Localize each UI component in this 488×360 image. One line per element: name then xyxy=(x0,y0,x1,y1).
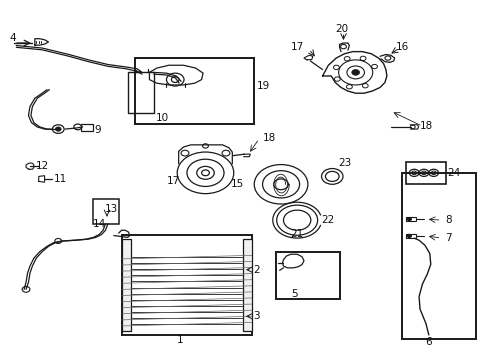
Text: 12: 12 xyxy=(36,161,49,171)
Circle shape xyxy=(55,127,61,131)
Bar xyxy=(406,217,415,221)
Text: 18: 18 xyxy=(263,133,276,143)
Text: 13: 13 xyxy=(105,204,118,215)
Text: 8: 8 xyxy=(445,215,451,225)
Bar xyxy=(406,162,446,184)
Bar xyxy=(242,239,252,331)
Text: 19: 19 xyxy=(256,81,269,91)
Text: 18: 18 xyxy=(419,121,432,131)
Bar xyxy=(93,199,119,224)
Text: 10: 10 xyxy=(156,113,168,123)
Bar xyxy=(128,72,154,113)
Text: 17: 17 xyxy=(166,176,180,186)
Bar xyxy=(122,239,131,331)
Text: 4: 4 xyxy=(9,33,16,43)
Bar xyxy=(401,173,475,338)
Text: 17: 17 xyxy=(290,42,304,51)
Text: 21: 21 xyxy=(290,229,303,239)
Text: 15: 15 xyxy=(231,179,244,189)
Text: 7: 7 xyxy=(445,233,451,243)
Text: 20: 20 xyxy=(335,24,348,35)
Text: 24: 24 xyxy=(447,168,460,178)
Text: 3: 3 xyxy=(253,311,259,321)
Bar xyxy=(135,58,254,125)
Bar xyxy=(122,234,252,335)
Text: 9: 9 xyxy=(95,125,101,135)
Text: 22: 22 xyxy=(321,215,334,225)
Text: 11: 11 xyxy=(53,174,66,184)
Text: 2: 2 xyxy=(253,265,259,275)
Circle shape xyxy=(407,234,410,237)
Text: 6: 6 xyxy=(425,337,431,347)
Text: 23: 23 xyxy=(337,158,351,168)
Circle shape xyxy=(407,218,410,221)
Text: 16: 16 xyxy=(395,42,408,51)
Bar xyxy=(406,234,415,238)
Text: 1: 1 xyxy=(177,334,183,345)
Bar xyxy=(81,124,93,131)
Text: 5: 5 xyxy=(291,289,297,299)
Text: 14: 14 xyxy=(92,219,105,229)
Circle shape xyxy=(351,69,359,75)
Bar xyxy=(276,252,339,299)
